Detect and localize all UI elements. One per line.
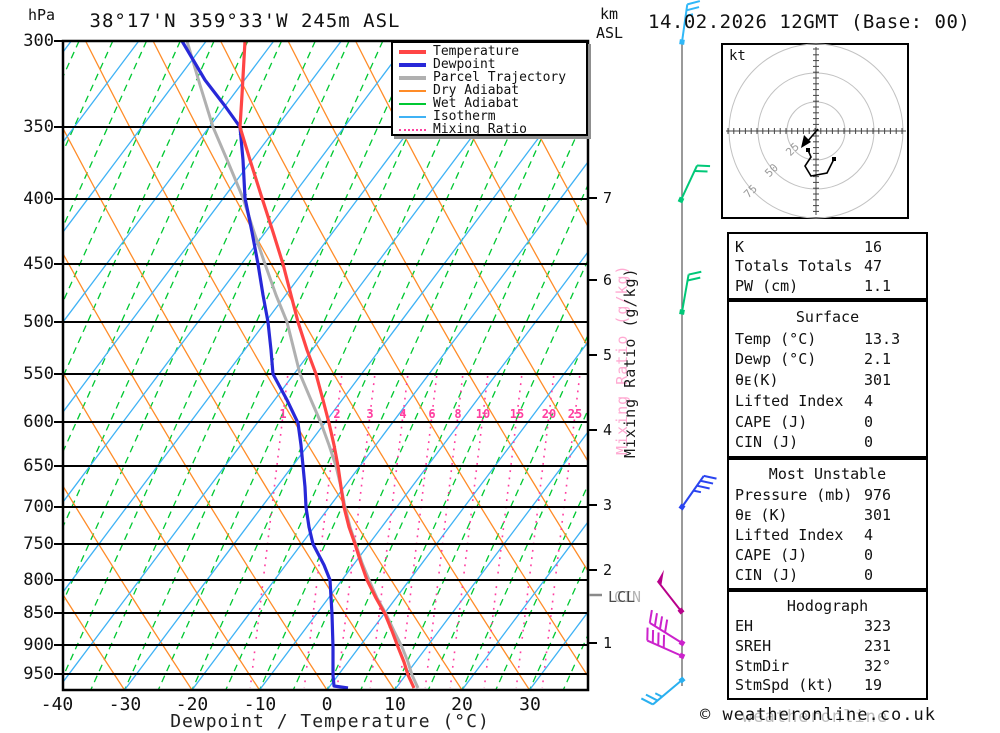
mixing-ratio-value: 15 — [509, 407, 525, 421]
pressure-unit-label: hPa — [28, 6, 56, 24]
pressure-tick: 650 — [23, 456, 54, 476]
temp-tick: -40 — [40, 694, 74, 715]
surface-table: Surface Temp (°C) 13.3 Dewp (°C) 2.1 θᴇ(K)… — [727, 300, 928, 458]
temperature-line-swatch — [399, 49, 426, 54]
table-row: StmSpd (kt) 19 — [735, 676, 883, 695]
pressure-tick: 900 — [23, 635, 54, 655]
altitude-unit-km: km — [600, 5, 619, 23]
lcl-ghost-label: CIN — [614, 588, 642, 606]
table-row: SREH 231 — [735, 636, 892, 655]
x-axis-label: Dewpoint / Temperature (°C) — [170, 711, 490, 732]
isotherm-line-swatch — [399, 115, 426, 118]
pressure-tick: 950 — [23, 664, 54, 684]
hodograph-plot — [721, 43, 909, 219]
table-row: Lifted Index 4 — [735, 526, 874, 544]
legend-item-temperature: Temperature — [399, 45, 586, 58]
temp-tick: 20 — [451, 694, 473, 715]
table-row: CAPE (J) 0 — [735, 546, 874, 564]
mixing-ratio-value: 4 — [399, 407, 407, 421]
table-row: CIN (J) 0 — [735, 433, 874, 452]
km-tick: 1 — [603, 634, 613, 652]
temp-tick: -20 — [175, 694, 209, 715]
temp-tick: -30 — [108, 694, 142, 715]
mixing-ratio-value: 1 — [279, 407, 287, 421]
mixing-ratio-line-swatch — [399, 128, 426, 131]
lcl-label: LCL — [608, 588, 636, 606]
pressure-tick: 350 — [23, 117, 54, 137]
table-row: Pressure (mb) 976 — [735, 486, 892, 504]
temp-tick: 30 — [519, 694, 541, 715]
table-row: Totals Totals 47 — [735, 257, 883, 275]
legend-item-wet-adiabat: Wet Adiabat — [399, 97, 586, 110]
legend-item-mixing-ratio: Mixing Ratio — [399, 123, 586, 136]
table-row: Temp (°C) 13.3 — [735, 329, 901, 348]
mixing-ratio-value: 8 — [454, 407, 462, 421]
dry-adiabat-line-swatch — [399, 89, 426, 92]
mixing-ratio-value: 3 — [366, 407, 374, 421]
table-row: θᴇ(K) 301 — [735, 371, 892, 389]
legend-item-dry-adiabat: Dry Adiabat — [399, 84, 586, 97]
km-tick: 3 — [603, 496, 613, 514]
pressure-tick: 400 — [23, 189, 54, 209]
pressure-tick: 850 — [23, 603, 54, 623]
km-tick: 5 — [603, 346, 613, 364]
pressure-tick: 300 — [23, 31, 54, 51]
copyright-ghost: weatheronline — [742, 707, 889, 727]
hodograph-stats-table: Hodograph EH 323 SREH 231 StmDir 32° StmSpd… — [727, 590, 928, 700]
valid-datetime: 14.02.2026 12GMT (Base: 00) — [648, 11, 971, 33]
hodograph-table-header: Hodograph — [786, 596, 869, 615]
pressure-tick: 600 — [23, 412, 54, 432]
temp-tick: 10 — [384, 694, 406, 715]
pressure-tick: 750 — [23, 534, 54, 554]
dewpoint-line-swatch — [399, 62, 426, 67]
km-tick: 2 — [603, 561, 613, 579]
plot-border — [61, 39, 590, 692]
most-unstable-table-header: Most Unstable — [768, 465, 887, 483]
mixing-ratio-axis-label: Mixing Ratio (g/kg) — [621, 267, 639, 458]
mixing-ratio-value: 10 — [475, 407, 491, 421]
pressure-tick: 700 — [23, 497, 54, 517]
mixing-ratio-value: 2 — [333, 407, 341, 421]
hodograph-trace — [801, 128, 836, 177]
km-tick: 4 — [603, 421, 613, 439]
mixing-ratio-value: 6 — [428, 407, 436, 421]
pressure-tick: 550 — [23, 364, 54, 384]
parcel-trajectory-curve — [185, 41, 420, 689]
altitude-unit-asl: ASL — [596, 24, 624, 42]
table-row: θᴇ (K) 301 — [735, 506, 892, 524]
wet-adiabat-line-swatch — [399, 102, 426, 105]
parcel-line-swatch — [399, 75, 426, 80]
page-title: 38°17'N 359°33'W 245m ASL — [89, 10, 401, 32]
table-row: PW (cm) 1.1 — [735, 276, 892, 295]
mixing-ratio-value: 20 — [541, 407, 557, 421]
legend: Temperature Dewpoint Parcel Trajectory D… — [391, 41, 588, 136]
temp-tick: -10 — [243, 694, 277, 715]
legend-item-parcel: Parcel Trajectory — [399, 71, 586, 84]
table-row: Dewp (°C) 2.1 — [735, 350, 892, 369]
pressure-tick: 450 — [23, 254, 54, 274]
table-row: EH 323 — [735, 617, 892, 636]
table-row: CAPE (J) 0 — [735, 412, 874, 431]
indices-table: K 16 Totals Totals 47 PW (cm) 1.1 — [727, 232, 928, 300]
temperature-curve — [238, 41, 416, 689]
copyright-text: © weatheronline.co.uk — [700, 705, 936, 725]
km-tick: 7 — [603, 189, 613, 207]
surface-table-header: Surface — [795, 307, 860, 326]
table-row: K 16 — [735, 237, 883, 256]
wind-barb-column — [640, 0, 717, 706]
legend-item-isotherm: Isotherm — [399, 110, 586, 123]
temp-tick: 0 — [321, 694, 333, 715]
pressure-tick: 800 — [23, 570, 54, 590]
km-tick: 6 — [603, 271, 613, 289]
legend-item-dewpoint: Dewpoint — [399, 58, 586, 71]
dewpoint-curve — [180, 41, 349, 690]
table-row: StmDir 32° — [735, 656, 892, 675]
most-unstable-table: Most Unstable Pressure (mb) 976 θᴇ (K) 301… — [727, 458, 928, 590]
table-row: Lifted Index 4 — [735, 391, 874, 410]
table-row: CIN (J) 0 — [735, 566, 874, 584]
pressure-tick: 500 — [23, 312, 54, 332]
mixing-ratio-value: 25 — [567, 407, 583, 421]
hodograph-unit-label: kt — [729, 48, 746, 64]
